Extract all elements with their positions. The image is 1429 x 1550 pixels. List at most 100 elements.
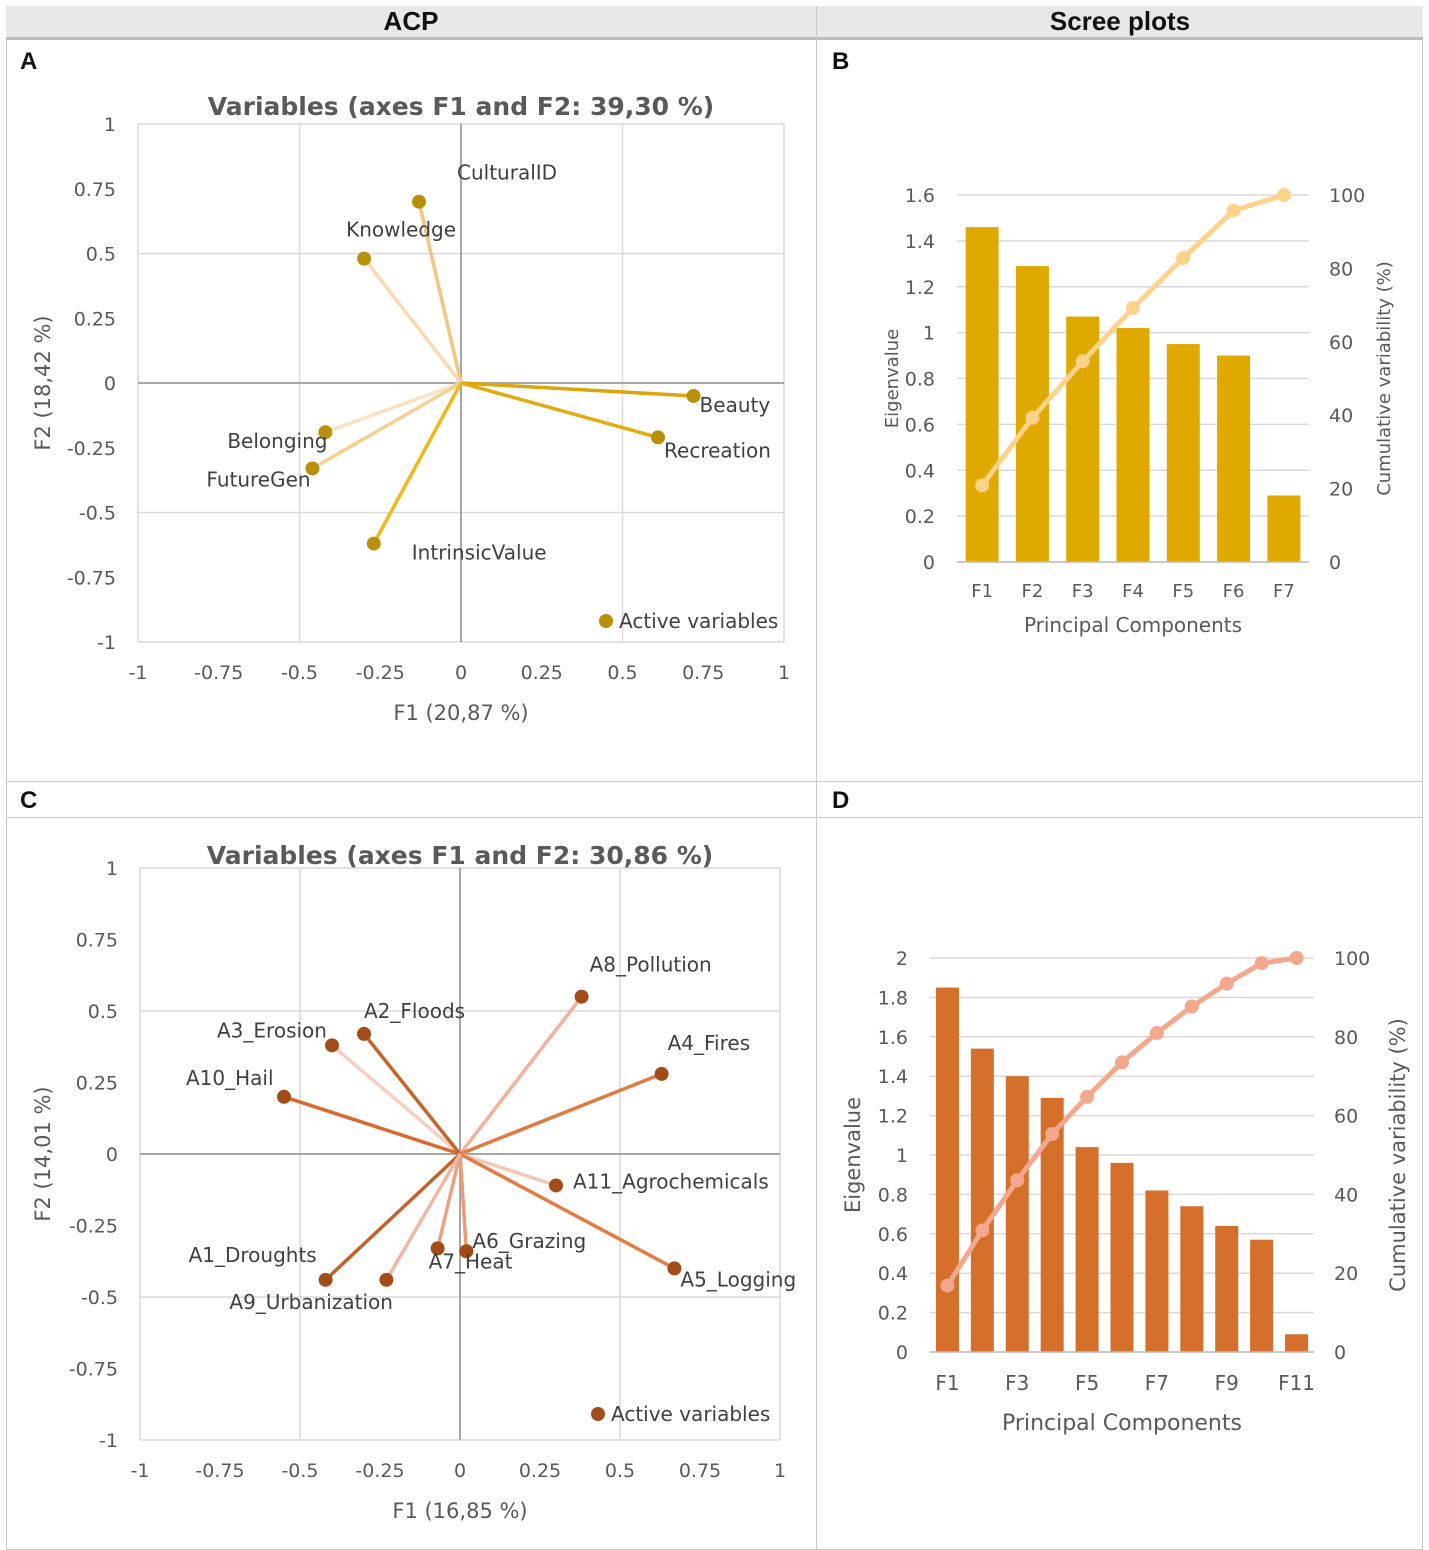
chart-a-x-tick-label: -0.25 <box>356 662 405 684</box>
chart-b-x-tick-label: F3 <box>1072 581 1094 602</box>
chart-d-y-tick-label: 0.8 <box>878 1184 908 1206</box>
chart-d-y2-tick-label: 20 <box>1334 1263 1358 1285</box>
chart-c-y-axis-title: F2 (14,01 %) <box>31 1086 55 1221</box>
chart-d-y2-tick-label: 100 <box>1334 948 1370 970</box>
chart-c-y-tick-label: 0.25 <box>76 1073 118 1095</box>
chart-d-y2-tick-label: 0 <box>1334 1342 1346 1364</box>
chart-d-bar-f2 <box>970 1048 994 1352</box>
chart-d-bar-f11 <box>1285 1334 1309 1352</box>
chart-b-bar-f1 <box>965 227 999 563</box>
chart-c-y-tick-label: -0.75 <box>69 1359 118 1381</box>
chart-a-vector-culturalid <box>417 201 463 384</box>
chart-d-y2-tick-label: 60 <box>1334 1106 1358 1128</box>
chart-a-label-futuregen: FutureGen <box>206 467 310 491</box>
chart-d-bar-f4 <box>1040 1097 1064 1352</box>
chart-c-label-a6-grazing: A6_Grazing <box>472 1229 586 1253</box>
chart-d-x-tick-label: F9 <box>1215 1371 1239 1395</box>
chart-a-y-tick-label: -1 <box>97 632 116 654</box>
chart-c-y-tick-label: -0.25 <box>69 1216 118 1238</box>
chart-d-y-axis-title: Eigenvalue <box>841 1097 865 1213</box>
chart-c-point-a9-urbanization <box>379 1272 394 1287</box>
chart-c-vector-a7-heat <box>435 1153 462 1249</box>
chart-a-point-futuregen <box>305 461 320 476</box>
chart-a-chart-title: Variables (axes F1 and F2: 39,30 %) <box>208 92 714 121</box>
chart-b-y2-tick-label: 20 <box>1329 479 1353 501</box>
chart-c-x-tick-label: 0 <box>454 1460 466 1482</box>
chart-c-x-tick-label: 0.5 <box>605 1460 635 1482</box>
chart-a-x-tick-label: 0 <box>455 662 467 684</box>
chart-b-y-tick-label: 1.6 <box>905 185 935 207</box>
row-divider-bottom <box>6 817 1423 818</box>
chart-c-y-tick-label: -0.5 <box>81 1287 118 1309</box>
chart-c-vector-a4-fires <box>459 1072 663 1156</box>
chart-b-bar-f5 <box>1166 344 1200 562</box>
chart-c-label-a10-hail: A10_Hail <box>186 1066 274 1090</box>
chart-b-x-tick-label: F1 <box>971 581 993 602</box>
chart-c-y-tick-label: 1 <box>106 858 118 880</box>
chart-a-vector-intrinsicvalue <box>372 382 463 545</box>
chart-a-x-tick-label: -0.75 <box>194 662 243 684</box>
chart-a-y-tick-label: 0 <box>104 373 116 395</box>
chart-c-label-a5-logging: A5_Logging <box>680 1267 796 1291</box>
chart-a-vector-belonging <box>324 381 462 434</box>
chart-d-y2-axis-title: Cumulative variability (%) <box>1386 1018 1410 1292</box>
chart-a-point-knowledge <box>357 251 372 266</box>
chart-a-y-tick-label: 0.75 <box>74 179 116 201</box>
chart-a-point-recreation <box>651 430 666 445</box>
chart-b-cumulative-point-f4 <box>1126 300 1140 315</box>
chart-c-point-a3-erosion <box>325 1038 339 1053</box>
chart-c-label-a4-fires: A4_Fires <box>668 1031 751 1055</box>
header-scree-plots: Scree plots <box>817 6 1423 40</box>
chart-d-bar-f1 <box>935 987 959 1352</box>
chart-d-cumulative-point-f5 <box>1080 1089 1095 1104</box>
chart-b-y2-tick-label: 60 <box>1329 332 1353 354</box>
chart-b-y2-tick-label: 100 <box>1329 185 1365 207</box>
chart-a-vector-futuregen <box>311 381 462 470</box>
header-acp: ACP <box>6 6 816 40</box>
chart-c-vector-a1-droughts <box>324 1152 462 1282</box>
chart-a-label-intrinsicvalue: IntrinsicValue <box>412 541 547 565</box>
chart-d-y-tick-label: 1.6 <box>878 1027 908 1049</box>
chart-a-y-tick-label: 0.5 <box>86 244 116 266</box>
chart-b-y2-tick-label: 40 <box>1329 405 1353 427</box>
chart-a-x-tick-label: 0.5 <box>607 662 637 684</box>
chart-b-x-tick-label: F7 <box>1273 581 1295 602</box>
chart-c-label-a7-heat: A7_Heat <box>429 1249 513 1273</box>
chart-d-y-tick-label: 2 <box>896 948 908 970</box>
chart-d-cumulative-point-f11 <box>1289 951 1304 965</box>
chart-d-y2-tick-label: 80 <box>1334 1027 1358 1049</box>
chart-b-bar-f6 <box>1217 355 1251 562</box>
chart-b-cumulative-point-f3 <box>1075 354 1090 369</box>
chart-d-bar-f9 <box>1215 1225 1239 1352</box>
chart-a-y-tick-label: -0.5 <box>79 503 116 525</box>
chart-d-y-tick-label: 0.2 <box>878 1303 908 1325</box>
chart-a-label-recreation: Recreation <box>664 438 771 462</box>
panel-label-a: A <box>20 48 38 75</box>
chart-d-cumulative-point-f7 <box>1149 1026 1164 1041</box>
chart-c-vector-a9-urbanization <box>384 1153 462 1281</box>
chart-b-cumulative-point-f1 <box>975 478 990 493</box>
chart-c-point-a8-pollution <box>574 989 589 1004</box>
chart-d-y-tick-label: 0.4 <box>878 1263 908 1285</box>
chart-d-cumulative-point-f3 <box>1010 1173 1025 1188</box>
chart-c-label-a11-agrochemicals: A11_Agrochemicals <box>573 1169 769 1193</box>
chart-c-point-a2-floods <box>357 1026 371 1041</box>
chart-b-cumulative-point-f2 <box>1025 410 1040 425</box>
chart-c-y-tick-label: 0 <box>106 1144 118 1166</box>
chart-a-label-beauty: Beauty <box>700 393 771 417</box>
chart-c-x-tick-label: 0.75 <box>679 1460 721 1482</box>
chart-a-y-axis-title: F2 (18,42 %) <box>31 315 55 450</box>
chart-b-cumulative-point-f6 <box>1226 203 1241 218</box>
chart-d-y-tick-label: 1.8 <box>878 987 908 1009</box>
chart-d-cumulative-point-f2 <box>975 1223 990 1238</box>
chart-c-vector-a10-hail <box>283 1095 461 1156</box>
chart-b-y-tick-label: 0.8 <box>905 369 935 391</box>
chart-a-x-tick-label: 0.25 <box>521 662 563 684</box>
panel-label-b: B <box>832 48 850 75</box>
chart-d-y2-tick-label: 40 <box>1334 1184 1358 1206</box>
chart-c-x-tick-label: -0.75 <box>195 1460 244 1482</box>
chart-b-cumulative-point-f7 <box>1276 188 1291 202</box>
chart-d-x-tick-label: F11 <box>1278 1371 1315 1395</box>
chart-c-vector-a5-logging <box>459 1152 676 1270</box>
chart-c-x-tick-label: -0.25 <box>355 1460 404 1482</box>
